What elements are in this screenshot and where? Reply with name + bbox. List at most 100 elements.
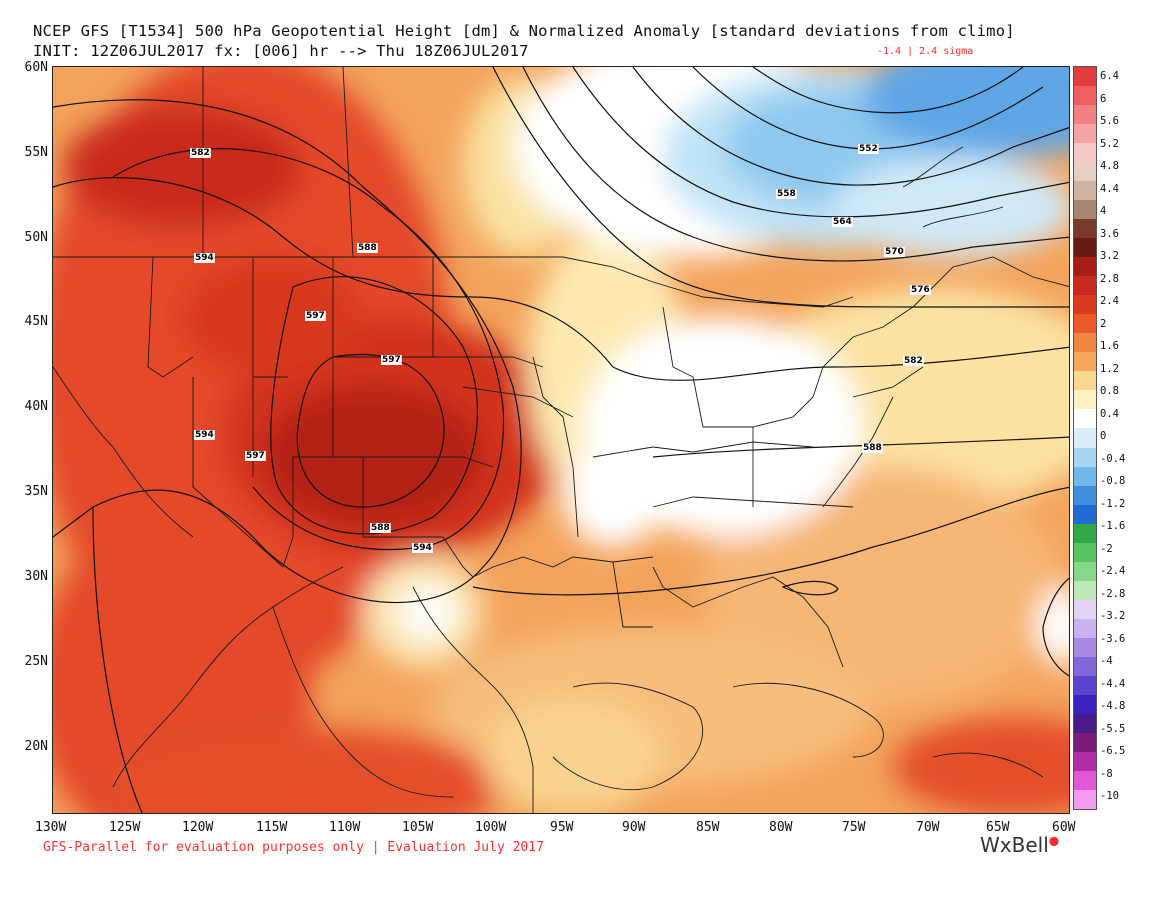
colorbar-cell	[1074, 143, 1096, 163]
lat-label: 40N	[24, 399, 48, 414]
contour-label-bg	[194, 430, 215, 440]
anomaly-field-shading	[53, 67, 1069, 813]
lon-label: 120W	[182, 820, 214, 835]
colorbar-label: -4	[1100, 655, 1113, 667]
colorbar-label: 0	[1100, 430, 1107, 442]
lat-label: 50N	[24, 230, 48, 245]
colorbar-cell	[1074, 219, 1096, 239]
colorbar-cell	[1074, 447, 1096, 468]
map-svg: 582 588 594 597 597 594 597 594 588 552 …	[53, 67, 1069, 813]
lat-label: 55N	[24, 145, 48, 160]
lon-label: 110W	[329, 820, 361, 835]
contour-label-bg	[370, 523, 391, 533]
contour-label: 564	[833, 217, 852, 227]
contour-label: 594	[413, 543, 432, 553]
contour-label: 552	[859, 144, 878, 154]
colorbar-cell	[1074, 732, 1096, 753]
colorbar-label: 4	[1100, 205, 1107, 217]
colorbar-cell	[1074, 675, 1096, 696]
colorbar-cell	[1074, 618, 1096, 639]
lon-label: 60W	[1052, 820, 1076, 835]
colorbar-cell	[1074, 656, 1096, 677]
contour-label: 582	[904, 356, 923, 366]
contour-label: 576	[911, 285, 930, 295]
contour-label: 597	[246, 451, 265, 461]
colorbar-cell	[1074, 751, 1096, 772]
colorbar-label: -4.8	[1100, 700, 1126, 712]
contour-label: 594	[195, 253, 214, 263]
lon-label: 75W	[842, 820, 866, 835]
colorbar-label: -1.2	[1100, 497, 1126, 510]
colorbar-cell	[1074, 409, 1096, 429]
contour-label: 594	[195, 430, 214, 440]
lat-label: 45N	[24, 314, 48, 329]
colorbar-label: 4.8	[1100, 160, 1119, 172]
colorbar-cell	[1074, 238, 1096, 258]
height-contours	[53, 67, 1069, 813]
colorbar-cell	[1074, 200, 1096, 220]
colorbar-label: 0.8	[1100, 385, 1119, 397]
colorbar-cell	[1074, 580, 1096, 601]
colorbar-cell	[1074, 428, 1096, 448]
lon-label: 90W	[622, 820, 646, 835]
colorbar-cell	[1074, 86, 1096, 106]
colorbar-label: -4.4	[1100, 677, 1126, 690]
contour-labels: 582 588 594 597 597 594 597 594 588 552 …	[190, 144, 931, 553]
colorbar-cell	[1074, 257, 1096, 277]
lon-label: 70W	[916, 820, 940, 835]
lat-label: 30N	[24, 569, 48, 584]
colorbar-label: 6.4	[1100, 70, 1119, 82]
colorbar-label: -10	[1100, 790, 1119, 802]
colorbar-label: 3.6	[1100, 227, 1119, 240]
colorbar-label: -3.6	[1100, 632, 1126, 645]
contour-label: 588	[371, 523, 390, 533]
lon-label: 125W	[109, 820, 141, 835]
lat-label: 35N	[24, 484, 48, 499]
colorbar-cell	[1074, 542, 1096, 563]
colorbar-label: 2.4	[1100, 295, 1119, 307]
colorbar-cell	[1074, 333, 1096, 353]
colorbar-label: 3.2	[1100, 250, 1119, 262]
lon-label: 95W	[550, 820, 574, 835]
colorbar-cell	[1074, 181, 1096, 201]
colorbar-label: 5.6	[1100, 115, 1119, 127]
lon-label: 80W	[769, 820, 793, 835]
lon-label: 130W	[35, 820, 67, 835]
contour-label-bg	[903, 356, 924, 366]
colorbar-cell	[1074, 390, 1096, 410]
colorbar-label: -1.6	[1100, 520, 1126, 532]
colorbar-label: -8	[1100, 767, 1113, 780]
colorbar-cell	[1074, 789, 1096, 810]
colorbar-label: 1.6	[1100, 340, 1119, 352]
contour-label-bg	[381, 355, 402, 365]
contour-label: 582	[191, 148, 210, 158]
contour-label-bg	[776, 189, 797, 199]
colorbar-cell	[1074, 162, 1096, 182]
colorbar-cell	[1074, 637, 1096, 658]
contour-label: 597	[306, 311, 325, 321]
colorbar	[1073, 66, 1097, 810]
map-subtitle: INIT: 12Z06JUL2017 fx: [006] hr --> Thu …	[33, 42, 529, 60]
lon-label: 100W	[475, 820, 507, 835]
sigma-range-label: -1.4 | 2.4 sigma	[877, 46, 974, 57]
brand-dot-icon: ●	[1048, 833, 1060, 848]
brand-text: WxBell	[980, 833, 1049, 857]
lon-label: 85W	[696, 820, 720, 835]
colorbar-cell	[1074, 694, 1096, 715]
colorbar-label: -0.4	[1100, 452, 1126, 465]
lon-label: 65W	[986, 820, 1010, 835]
contour-label: 588	[358, 243, 377, 253]
colorbar-cell	[1074, 561, 1096, 582]
colorbar-cell	[1074, 485, 1096, 506]
wxbell-logo: WxBell●	[980, 833, 1059, 857]
contour-label-bg	[194, 253, 215, 263]
colorbar-label: -5.5	[1100, 722, 1126, 735]
contour-label-bg	[245, 451, 266, 461]
colorbar-cell	[1074, 599, 1096, 620]
colorbar-cell	[1074, 504, 1096, 525]
colorbar-cell	[1074, 124, 1096, 144]
lat-label: 25N	[24, 654, 48, 669]
anomaly-map: 582 588 594 597 597 594 597 594 588 552 …	[52, 66, 1070, 814]
lon-label: 115W	[256, 820, 288, 835]
colorbar-label: 0.4	[1100, 407, 1119, 420]
